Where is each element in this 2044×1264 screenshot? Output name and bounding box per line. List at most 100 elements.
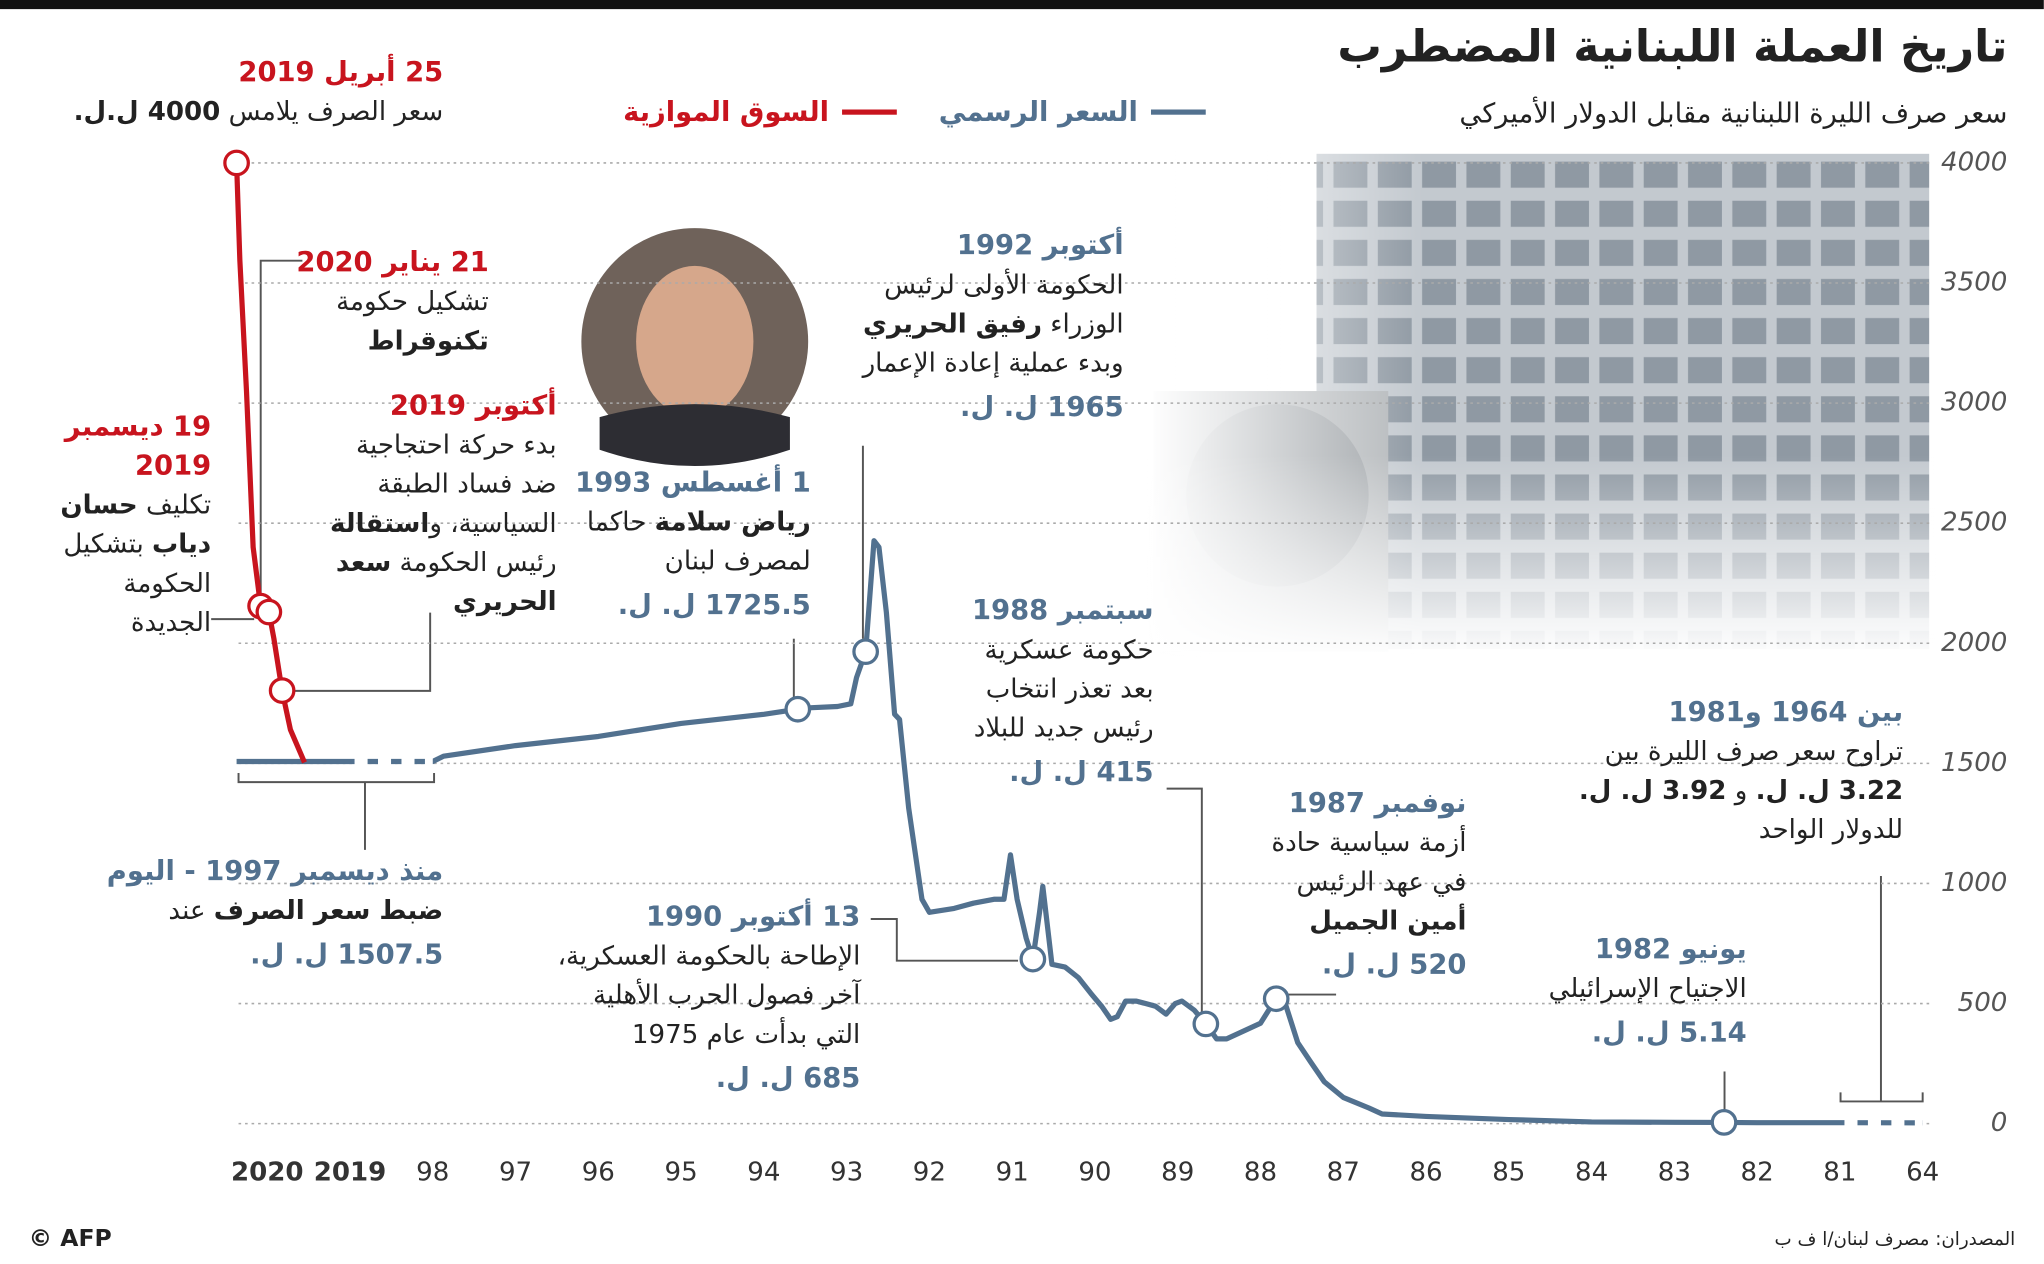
annotation-text: تكنوقراط [367,324,489,356]
annotation-value-label: 415 ل. ل. [1009,756,1154,788]
x-tick-label: 89 [1161,1158,1194,1188]
annotation: 1 أغسطس 1993 رياض سلامة حاكما لمصرف لبنان 1… [575,463,811,625]
portrait-photo [581,228,809,467]
annotation-text: رياض سلامة [654,505,811,538]
x-tick-label: 94 [747,1158,780,1188]
annotation-line: وبدء عملية إعادة الإعمار [862,346,1124,379]
x-tick-label: 64 [1906,1158,1939,1188]
x-tick-label: 97 [499,1158,532,1188]
annotation-value-label: 1507.5 ل. ل. [250,938,444,970]
annotation-value-label: 1965 ل. ل. [960,391,1124,423]
y-tick-label: 1500 [1941,748,2007,778]
annotation-line: التي بدأت عام 1975 [631,1018,861,1050]
annotation-line: آخر فصول الحرب الأهلية [592,978,861,1011]
annotation-line: الوزراء رفيق الحريري [863,304,1124,343]
annotation-date: 25 أبريل 2019 [238,56,444,88]
x-tick-label: 81 [1823,1158,1856,1188]
event-marker [852,638,880,666]
annotation-date: أكتوبر 2019 [389,389,557,422]
annotation-line: السياسية، واستقالة [330,503,557,542]
annotation-text: سعد [335,546,392,578]
annotation-value-label: 1725.5 ل. ل. [617,589,811,621]
annotation: يونيو 1982 الاجتياح الإسرائيلي 5.14 ل. ل. [1549,929,1747,1052]
annotation-date: 19 ديسمبر 2019 [64,410,212,481]
annotation-date: 13 أكتوبر 1990 [645,900,861,933]
annotation-date: أكتوبر 1992 [956,229,1124,261]
annotation-line: الاجتياح الإسرائيلي [1548,972,1747,1004]
annotation-line: لمصرف لبنان [664,544,811,577]
x-tick-label: 84 [1575,1158,1608,1188]
annotation-line: تكليف حسان [29,485,211,524]
annotation-text: عند [168,894,214,926]
x-tick-label: 91 [996,1158,1029,1188]
event-marker [1019,945,1047,973]
annotation-text: بتشكيل [63,527,153,560]
annotation-text: السياسية، و [429,507,557,539]
annotation-text: و [1726,774,1756,806]
subtitle: سعر صرف الليرة اللبنانية مقابل الدولار ا… [1459,97,2008,130]
annotation-text: تكليف [137,488,212,521]
event-marker [1192,1010,1220,1038]
legend-label: السعر الرسمي [938,96,1138,128]
y-tick-label: 2000 [1941,628,2007,658]
annotation: منذ ديسمبر 1997 - اليوم ضبط سعر الصرف عند… [107,851,443,974]
x-tick-label: 86 [1409,1158,1442,1188]
title: تاريخ العملة اللبنانية المضطرب [1337,20,2008,73]
x-tick-label: 98 [416,1158,449,1188]
annotation-text: الوزراء [1041,307,1124,339]
annotation-line: أزمة سياسية حادة [1271,826,1467,858]
series-line [236,538,1923,1126]
annotation-line: 3.22 ل. ل. و 3.92 ل. ل. [1579,770,1903,809]
x-tick-label: 96 [582,1158,615,1188]
annotation-value-label: 5.14 ل. ل. [1591,1016,1747,1049]
legend-item: السعر الرسمي [938,96,1206,128]
annotation-date: سبتمبر 1988 [972,594,1154,626]
annotation-line: تشكيل حكومة [336,285,489,317]
annotation-line: للدولار الواحد [1758,813,1904,845]
annotation-line: أمين الجميل [1271,901,1466,940]
annotation-text: استقالة [329,507,430,539]
annotation-text: حاكما [586,505,655,538]
x-tick-label: 2019 [314,1158,387,1188]
annotation: 13 أكتوبر 1990 الإطاحة بالحكومة العسكرية،… [558,897,861,1098]
y-tick-label: 3000 [1941,388,2007,418]
annotation-text: رئيس الحكومة [391,546,557,578]
x-tick-label: 90 [1078,1158,1111,1188]
x-tick-label: 82 [1741,1158,1774,1188]
legend-item: السوق الموازية [623,96,897,128]
annotation: 25 أبريل 2019 سعر الصرف يلامس 4000 ل.ل. [74,52,444,130]
legend-swatch [842,109,897,115]
annotation-text: حسان [60,488,138,521]
annotation: أكتوبر 1992 الحكومة الأولى لرئيس الوزراء ر… [863,226,1124,427]
event-marker [223,149,250,177]
annotation-line: الحكومة الأولى لرئيس [884,268,1124,300]
annotation-line: رياض سلامة حاكما [575,502,811,541]
annotation-date: 21 يناير 2020 [296,246,489,278]
event-marker [255,598,283,626]
annotation-line: دياب بتشكيل [29,524,211,563]
annotation: نوفمبر 1987 أزمة سياسية حادة في عهد الرئيس… [1271,783,1466,984]
annotation-text: 3.92 ل. ل. [1578,774,1727,806]
annotation: سبتمبر 1988 حكومة عسكرية بعد تعذر انتخاب رئ… [972,590,1154,791]
x-tick-label: 93 [830,1158,863,1188]
annotation: 21 يناير 2020 تشكيل حكومة تكنوقراط [296,242,488,359]
annotation-line: الحريري [330,581,557,620]
annotation-line: في عهد الرئيس [1296,865,1467,897]
x-tick-label: 2020 [231,1158,304,1188]
credit: © AFP [28,1225,112,1253]
x-tick-label: 88 [1244,1158,1277,1188]
annotation-line: الجديدة [130,606,212,638]
x-tick-label: 87 [1327,1158,1360,1188]
annotation-date: منذ ديسمبر 1997 - اليوم [106,855,444,887]
annotation-line: رئيس الحكومة سعد [330,542,557,581]
x-tick-label: 85 [1492,1158,1525,1188]
annotation-line: الإطاحة بالحكومة العسكرية، [557,939,861,972]
annotation-value-label: 520 ل. ل. [1321,948,1467,981]
y-tick-label: 500 [1958,988,2008,1018]
annotation: 19 ديسمبر 2019 تكليف حسان دياب بتشكيل الحكو… [29,407,211,642]
annotation-text: ضبط سعر الصرف [213,894,444,926]
connectors [211,259,1924,1114]
y-tick-label: 3500 [1941,268,2007,298]
